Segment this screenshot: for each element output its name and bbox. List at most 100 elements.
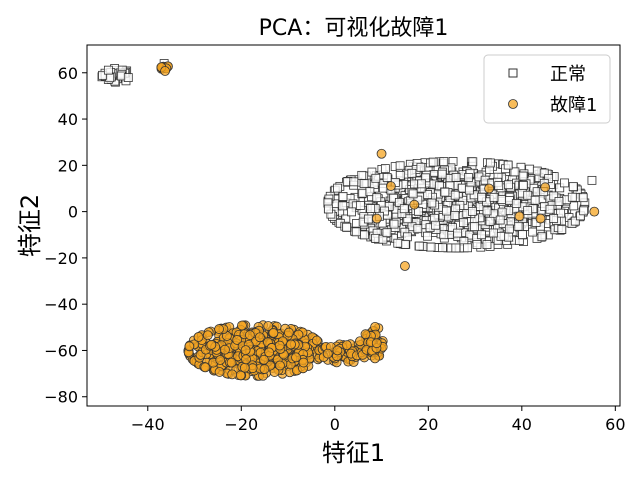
scatter-point-normal — [503, 160, 513, 170]
scatter-point-normal — [123, 73, 133, 82]
scatter-point-normal — [549, 214, 559, 223]
scatter-point-fault1 — [274, 340, 285, 351]
x-tick-label: −40 — [131, 415, 165, 434]
scatter-point-fault1 — [298, 357, 309, 368]
scatter-point-fault1 — [370, 353, 380, 364]
scatter-point-normal — [347, 207, 356, 217]
chart-title: PCA：可视化故障1 — [259, 16, 449, 41]
y-axis-label: 特征2 — [16, 194, 44, 257]
scatter-point-fault1 — [535, 213, 546, 224]
scatter-point-normal — [380, 206, 389, 216]
scatter-point-normal — [530, 195, 540, 205]
scatter-point-normal — [338, 201, 348, 211]
scatter-point-normal — [351, 227, 361, 237]
scatter-point-normal — [400, 239, 410, 249]
scatter-point-fault1 — [514, 211, 525, 222]
scatter-point-normal — [338, 192, 348, 201]
scatter-point-fault1 — [332, 345, 343, 356]
y-tick-label: 40 — [58, 110, 78, 129]
y-axis-ticks: −80 −60 −40 −20 0 20 40 60 — [44, 64, 87, 407]
scatter-point-fault1 — [341, 340, 352, 351]
scatter-point-normal — [342, 222, 351, 232]
scatter-point-fault1 — [360, 329, 371, 340]
scatter-point-normal — [569, 201, 579, 211]
y-tick-label: 20 — [58, 156, 78, 175]
scatter-point-normal — [468, 157, 478, 167]
scatter-point-normal — [539, 168, 549, 178]
scatter-point-fault1 — [254, 332, 265, 343]
scatter-point-fault1 — [371, 338, 382, 349]
scatter-point-normal — [360, 230, 369, 240]
scatter-point-normal — [451, 243, 461, 253]
x-axis-label: 特征1 — [322, 439, 385, 467]
scatter-point-normal — [423, 231, 432, 241]
scatter-point-normal — [485, 216, 495, 226]
legend-label-fault1: 故障1 — [550, 95, 597, 116]
scatter-point-fault1 — [160, 66, 170, 76]
scatter-point-fault1 — [227, 369, 238, 380]
scatter-point-normal — [523, 190, 533, 200]
scatter-point-normal — [426, 242, 436, 252]
scatter-point-normal — [355, 201, 365, 210]
plot-frame — [86, 44, 621, 407]
scatter-point-normal — [472, 240, 482, 249]
scatter-point-fault1 — [376, 148, 387, 159]
scatter-point-normal — [489, 192, 499, 202]
scatter-point-normal — [333, 183, 342, 193]
scatter-point-normal — [504, 180, 513, 190]
scatter-point-normal — [477, 230, 486, 240]
scatter-point-normal — [103, 65, 113, 75]
scatter-point-normal — [394, 197, 404, 207]
scatter-point-normal — [494, 181, 504, 190]
scatter-point-normal — [518, 171, 528, 181]
scatter-point-fault1 — [214, 367, 225, 377]
scatter-point-fault1 — [226, 357, 237, 368]
scatter-point-normal — [380, 164, 390, 173]
scatter-point-fault1 — [237, 320, 247, 331]
scatter-point-normal — [511, 199, 521, 208]
scatter-point-normal — [557, 225, 567, 234]
x-axis-ticks: −40 −20 0 20 40 60 — [131, 406, 626, 434]
scatter-point-normal — [450, 211, 460, 220]
scatter-point-fault1 — [386, 181, 396, 192]
scatter-point-normal — [497, 195, 506, 204]
scatter-point-normal — [537, 232, 547, 242]
scatter-point-normal — [523, 206, 533, 215]
scatter-point-normal — [578, 193, 588, 203]
scatter-point-fault1 — [244, 330, 255, 340]
scatter-point-normal — [497, 207, 507, 217]
scatter-point-fault1 — [286, 339, 296, 350]
scatter-point-normal — [470, 222, 479, 232]
scatter-point-fault1 — [263, 321, 274, 331]
y-tick-label: −80 — [44, 388, 78, 407]
scatter-point-fault1 — [275, 360, 285, 371]
scatter-point-fault1 — [206, 340, 217, 350]
scatter-point-normal — [403, 232, 412, 242]
scatter-point-normal — [496, 231, 506, 241]
y-tick-label: 60 — [58, 64, 78, 83]
scatter-point-fault1 — [264, 347, 274, 358]
scatter-point-normal — [504, 232, 514, 242]
scatter-point-normal — [549, 191, 559, 201]
scatter-point-fault1 — [215, 355, 226, 365]
scatter-point-normal — [439, 230, 449, 240]
scatter-point-normal — [382, 228, 392, 238]
scatter-point-fault1 — [193, 332, 204, 342]
legend-label-normal: 正常 — [550, 64, 586, 85]
scatter-point-fault1 — [200, 362, 211, 373]
legend-marker-fault1 — [508, 99, 518, 109]
scatter-point-normal — [488, 228, 498, 238]
scatter-point-fault1 — [268, 327, 279, 338]
scatter-point-normal — [371, 233, 380, 243]
scatter-point-normal — [395, 171, 405, 180]
scatter-point-normal — [407, 168, 417, 178]
scatter-point-normal — [518, 230, 527, 239]
scatter-point-normal — [366, 204, 376, 213]
y-tick-label: −60 — [44, 341, 78, 360]
scatter-point-normal — [324, 204, 333, 214]
scatter-point-normal — [427, 198, 437, 208]
y-tick-label: 0 — [68, 203, 78, 222]
legend-marker-normal — [508, 68, 518, 78]
scatter-point-normal — [528, 227, 538, 237]
